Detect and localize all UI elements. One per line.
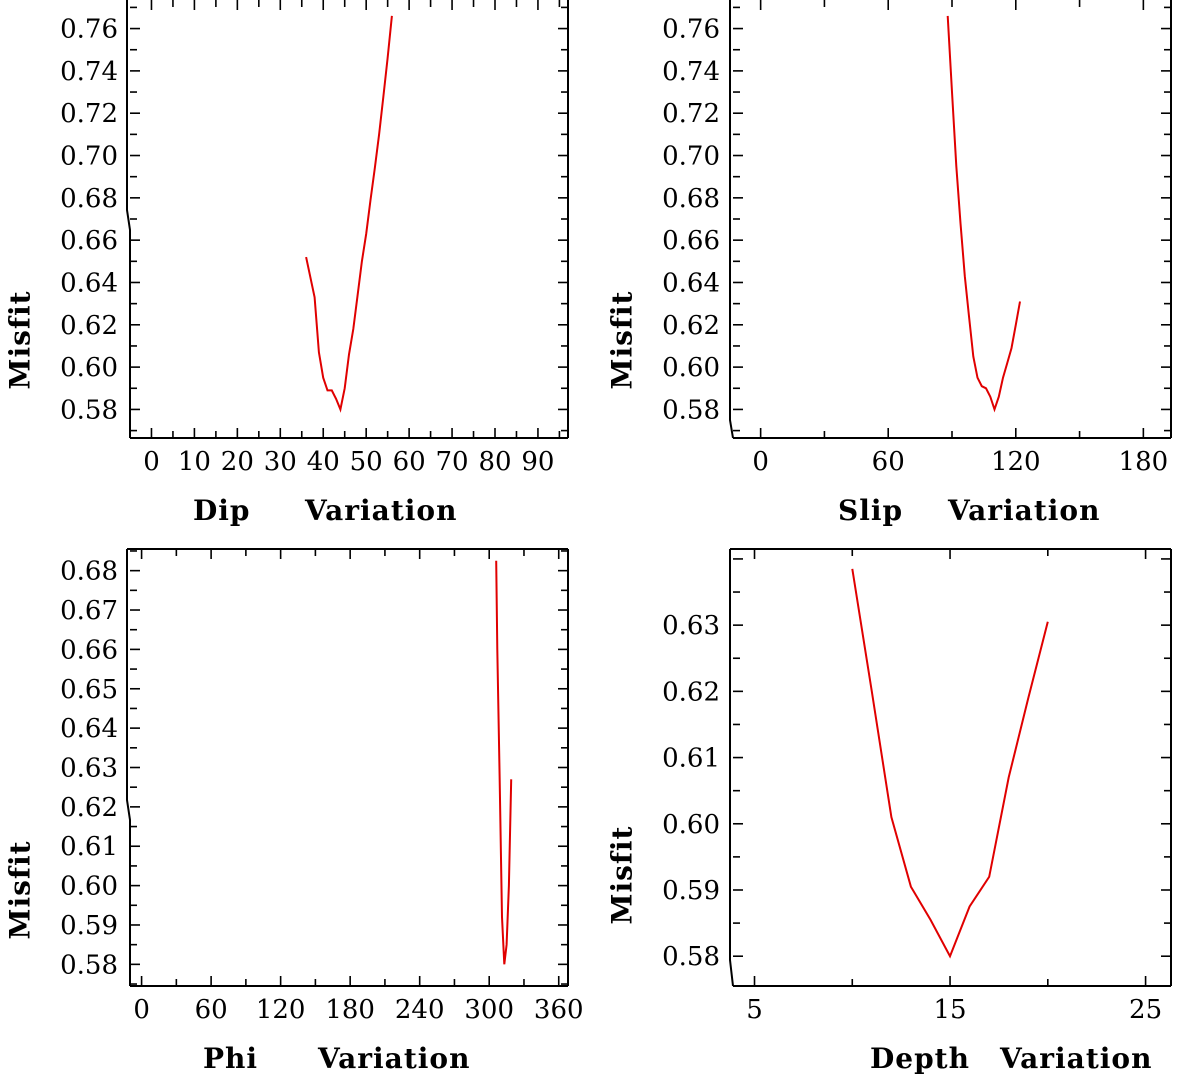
y-tick-label: 0.58 bbox=[60, 950, 118, 980]
y-tick-label: 0.60 bbox=[662, 353, 720, 383]
chart-panel-1: 0 10 20 30 40 50 60 70 80 90 0.58 0.60 0.62 0.64 0.66 0… bbox=[4, 0, 569, 527]
y-tick-label: 0.66 bbox=[662, 226, 720, 256]
y-tick-label: 0.63 bbox=[60, 754, 118, 784]
x-tick-label: 80 bbox=[478, 447, 511, 477]
chart-panel-2: 0 60 120 180 0.58 0.60 0.62 0.64 0.66 0.68 0.70 0.7… bbox=[606, 0, 1172, 527]
x-tick-label: 0 bbox=[752, 447, 769, 477]
x-tick-label: 60 bbox=[872, 447, 905, 477]
x-tick-label: 50 bbox=[350, 447, 383, 477]
x-tick-label: 360 bbox=[534, 995, 584, 1025]
y-tick-label: 0.58 bbox=[662, 395, 720, 425]
y-axis-spine bbox=[126, 549, 131, 986]
series-line-misfit bbox=[851, 568, 1049, 959]
series-line-misfit bbox=[946, 15, 1021, 413]
y-tick-label: 0.72 bbox=[662, 99, 720, 129]
y-tick-label: 0.62 bbox=[60, 311, 118, 341]
x-tick-label: 70 bbox=[436, 447, 469, 477]
y-tick-label: 0.70 bbox=[60, 142, 118, 172]
x-axis-title: Phi bbox=[203, 1042, 258, 1075]
y-tick-label: 0.76 bbox=[662, 15, 720, 45]
x-tick-label: 60 bbox=[195, 995, 228, 1025]
y-axis-title: Misfit bbox=[4, 840, 37, 939]
x-tick-label: 180 bbox=[1119, 447, 1169, 477]
y-tick-label: 0.64 bbox=[60, 268, 118, 298]
y-tick-label: 0.70 bbox=[662, 142, 720, 172]
x-axis-title: Variation bbox=[999, 1042, 1152, 1075]
x-tick-label: 300 bbox=[464, 995, 514, 1025]
y-tick-label: 0.68 bbox=[60, 184, 118, 214]
y-axis-spine bbox=[126, 0, 131, 438]
y-axis-title: Misfit bbox=[4, 290, 37, 389]
chart-panel-3: 0 60 120 180 240 300 360 0.58 0.59 0.60 0.61 0.62 0.… bbox=[4, 548, 584, 1075]
x-tick-label: 120 bbox=[256, 995, 306, 1025]
y-tick-label: 0.59 bbox=[60, 911, 118, 941]
y-tick-label: 0.65 bbox=[60, 675, 118, 705]
x-tick-label: 240 bbox=[395, 995, 445, 1025]
y-tick-label: 0.68 bbox=[662, 184, 720, 214]
x-tick-label: 60 bbox=[393, 447, 426, 477]
series-line-misfit bbox=[495, 560, 513, 965]
y-tick-label: 0.61 bbox=[662, 744, 720, 774]
y-tick-label: 0.60 bbox=[60, 872, 118, 902]
y-axis-spine bbox=[729, 0, 734, 439]
x-tick-label: 120 bbox=[991, 447, 1041, 477]
y-tick-label: 0.68 bbox=[60, 557, 118, 587]
y-tick-label: 0.58 bbox=[662, 942, 720, 972]
y-tick-label: 0.61 bbox=[60, 832, 118, 862]
x-tick-label: 20 bbox=[221, 447, 254, 477]
y-tick-label: 0.66 bbox=[60, 635, 118, 665]
x-tick-label: 40 bbox=[307, 447, 340, 477]
y-tick-label: 0.62 bbox=[60, 793, 118, 823]
y-tick-label: 0.60 bbox=[662, 810, 720, 840]
y-tick-label: 0.64 bbox=[60, 714, 118, 744]
x-tick-label: 15 bbox=[933, 995, 966, 1025]
y-axis-spine bbox=[729, 549, 734, 987]
x-axis-title: Dip bbox=[193, 494, 251, 527]
y-tick-label: 0.60 bbox=[60, 353, 118, 383]
x-tick-label: 0 bbox=[143, 447, 160, 477]
y-tick-label: 0.74 bbox=[60, 57, 118, 87]
y-tick-label: 0.66 bbox=[60, 226, 118, 256]
x-tick-label: 10 bbox=[178, 447, 211, 477]
y-tick-label: 0.62 bbox=[662, 677, 720, 707]
y-axis-title: Misfit bbox=[606, 825, 639, 924]
y-tick-label: 0.67 bbox=[60, 596, 118, 626]
y-tick-label: 0.59 bbox=[662, 876, 720, 906]
y-tick-label: 0.76 bbox=[60, 15, 118, 45]
y-tick-label: 0.64 bbox=[662, 268, 720, 298]
x-tick-label: 0 bbox=[133, 995, 150, 1025]
x-tick-label: 30 bbox=[264, 447, 297, 477]
x-axis-title: Depth bbox=[870, 1042, 970, 1075]
x-axis-title: Variation bbox=[304, 494, 457, 527]
y-tick-label: 0.72 bbox=[60, 99, 118, 129]
x-axis-title: Variation bbox=[947, 494, 1100, 527]
series-line-misfit bbox=[305, 15, 393, 413]
y-tick-label: 0.62 bbox=[662, 311, 720, 341]
x-tick-label: 90 bbox=[521, 447, 554, 477]
x-tick-label: 25 bbox=[1129, 995, 1162, 1025]
x-axis-title: Slip bbox=[838, 494, 903, 527]
x-axis-title: Variation bbox=[317, 1042, 470, 1075]
y-tick-label: 0.74 bbox=[662, 57, 720, 87]
y-tick-label: 0.63 bbox=[662, 611, 720, 641]
x-tick-label: 180 bbox=[325, 995, 375, 1025]
y-axis-title: Misfit bbox=[606, 290, 639, 389]
x-tick-label: 5 bbox=[746, 995, 763, 1025]
y-tick-label: 0.58 bbox=[60, 395, 118, 425]
chart-panel-4: 5 15 25 0.58 0.59 0.60 0.61 0.62 0.63 Misfit Depth… bbox=[606, 548, 1172, 1075]
